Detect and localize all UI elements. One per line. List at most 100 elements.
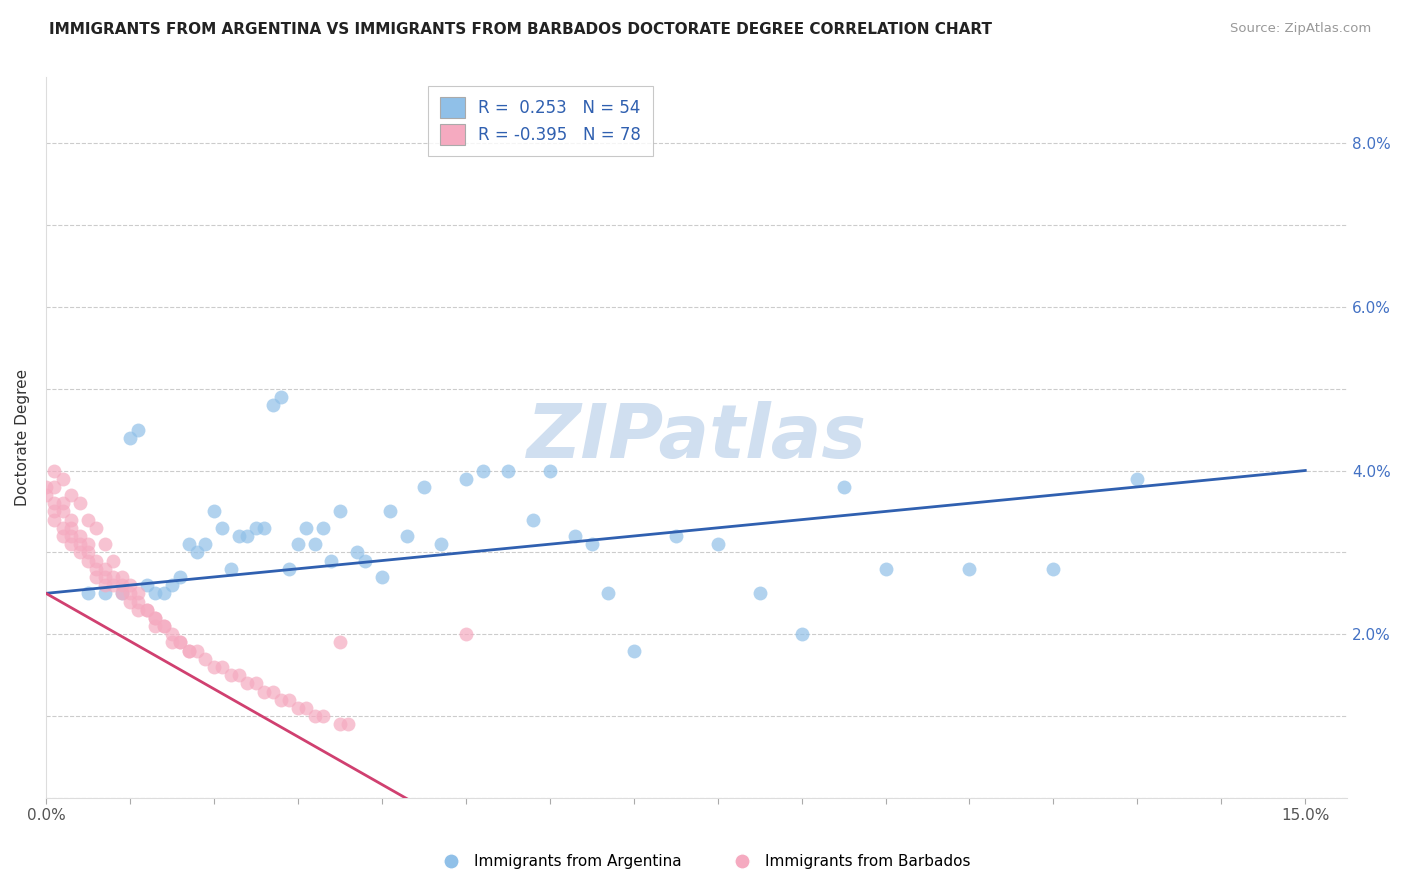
Point (35, 488, 58, 502)
Point (270, 693, 292, 707)
Point (86, 521, 108, 535)
Point (253, 521, 276, 535)
Point (52, 496, 75, 510)
Point (135, 603, 157, 617)
Legend: Immigrants from Argentina, Immigrants from Barbados: Immigrants from Argentina, Immigrants fr… (429, 848, 977, 875)
Point (118, 586, 141, 600)
Point (564, 529, 586, 543)
Point (127, 594, 149, 608)
Point (329, 717, 352, 731)
Point (245, 676, 267, 690)
Point (186, 643, 208, 657)
Point (44, 463, 66, 477)
Point (262, 684, 284, 698)
Point (454, 472, 477, 486)
Point (35, 480, 58, 494)
Point (69, 537, 91, 551)
Point (337, 717, 360, 731)
Point (110, 586, 132, 600)
Point (143, 611, 166, 625)
Point (118, 431, 141, 445)
Point (412, 480, 434, 494)
Point (60, 521, 83, 535)
Point (52, 472, 75, 486)
Point (86, 553, 108, 567)
Point (581, 537, 603, 551)
Point (287, 537, 309, 551)
Point (93, 578, 115, 592)
Point (623, 643, 645, 657)
Point (219, 668, 242, 682)
Point (135, 603, 157, 617)
Point (118, 578, 141, 592)
Point (86, 570, 108, 584)
Point (228, 668, 250, 682)
Point (262, 398, 284, 412)
Point (44, 496, 66, 510)
Point (127, 586, 149, 600)
Point (304, 537, 326, 551)
Point (522, 513, 544, 527)
Point (875, 562, 897, 576)
Point (44, 480, 66, 494)
Point (278, 693, 301, 707)
Point (160, 578, 183, 592)
Point (152, 619, 174, 633)
Point (1126, 472, 1149, 486)
Point (169, 635, 191, 649)
Point (832, 480, 855, 494)
Point (186, 545, 208, 559)
Legend: R =  0.253   N = 54, R = -0.395   N = 78: R = 0.253 N = 54, R = -0.395 N = 78 (429, 86, 652, 156)
Point (127, 603, 149, 617)
Point (1042, 562, 1064, 576)
Point (77, 553, 100, 567)
Point (312, 521, 335, 535)
Point (321, 553, 343, 567)
Point (127, 423, 149, 437)
Point (169, 635, 191, 649)
Point (236, 529, 259, 543)
Point (219, 562, 242, 576)
Point (371, 570, 394, 584)
Point (202, 660, 225, 674)
Point (496, 463, 519, 477)
Point (354, 553, 377, 567)
Point (152, 586, 174, 600)
Point (110, 586, 132, 600)
Text: Source: ZipAtlas.com: Source: ZipAtlas.com (1230, 22, 1371, 36)
Point (295, 701, 318, 715)
Point (60, 529, 83, 543)
Point (211, 660, 233, 674)
Point (86, 562, 108, 576)
Point (194, 652, 217, 666)
Point (44, 513, 66, 527)
Point (236, 676, 259, 690)
Point (665, 529, 688, 543)
Point (706, 537, 728, 551)
Point (77, 586, 100, 600)
Point (295, 521, 318, 535)
Point (143, 611, 166, 625)
Text: IMMIGRANTS FROM ARGENTINA VS IMMIGRANTS FROM BARBADOS DOCTORATE DEGREE CORRELATI: IMMIGRANTS FROM ARGENTINA VS IMMIGRANTS … (49, 22, 993, 37)
Point (101, 553, 124, 567)
Point (177, 643, 200, 657)
Point (143, 586, 166, 600)
Point (60, 537, 83, 551)
Point (304, 709, 326, 723)
Y-axis label: Doctorate Degree: Doctorate Degree (15, 369, 30, 507)
Point (253, 684, 276, 698)
Point (329, 504, 352, 518)
Point (143, 619, 166, 633)
Point (471, 463, 494, 477)
Point (69, 496, 91, 510)
Point (538, 463, 561, 477)
Point (52, 504, 75, 518)
Point (790, 627, 813, 641)
Point (380, 504, 402, 518)
Point (93, 586, 115, 600)
Point (69, 545, 91, 559)
Point (69, 529, 91, 543)
Text: ZIPatlas: ZIPatlas (527, 401, 866, 475)
Point (346, 545, 368, 559)
Point (245, 521, 267, 535)
